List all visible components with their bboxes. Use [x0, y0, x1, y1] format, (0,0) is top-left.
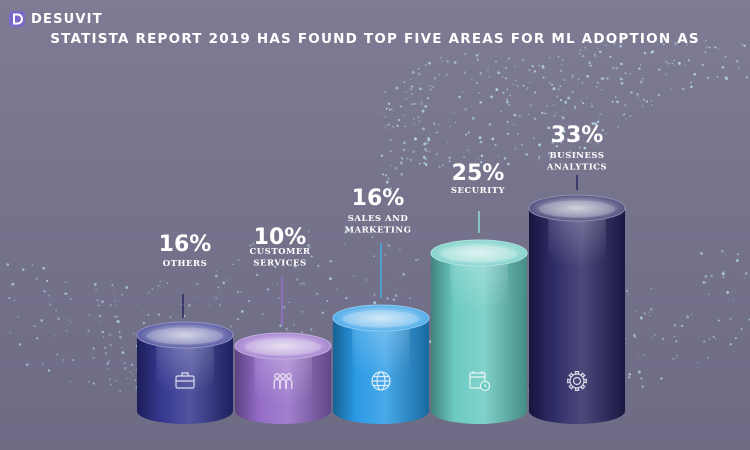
- bar-top-highlight: [244, 338, 322, 356]
- brand-name: DESUVIT: [31, 11, 103, 27]
- bar-3: 16% SALES AND MARKETING: [332, 186, 430, 424]
- bar-5: 33% BUSINESS ANALYTICS: [528, 123, 626, 424]
- category-label: SALES AND MARKETING: [345, 214, 412, 236]
- category-label: SECURITY: [451, 186, 506, 196]
- bar-top: [136, 321, 234, 349]
- bar-top: [430, 239, 528, 267]
- bar-top: [332, 304, 430, 332]
- logo-icon: [9, 11, 25, 27]
- category-label: CUSTOMER SERVICES: [250, 247, 311, 269]
- bar-top-highlight: [538, 200, 616, 218]
- bar-top-highlight: [440, 245, 518, 263]
- bar-top-highlight: [146, 327, 224, 345]
- bar-top: [234, 332, 332, 360]
- calendar-clock-icon: [469, 371, 491, 392]
- globe-icon: [371, 371, 391, 391]
- team-icon: [273, 373, 293, 389]
- brand-logo: DESUVIT: [8, 9, 103, 29]
- bar-top: [528, 194, 626, 222]
- bar-1: 16% OTHERS: [136, 232, 234, 424]
- value-label: 16%: [159, 232, 212, 257]
- value-label: 10%: [254, 225, 307, 250]
- value-label: 16%: [352, 186, 405, 211]
- briefcase-icon: [175, 372, 195, 389]
- bar-top-highlight: [342, 310, 420, 328]
- category-label: BUSINESS ANALYTICS: [546, 151, 607, 173]
- value-label: 25%: [452, 161, 505, 186]
- value-label: 33%: [551, 123, 604, 148]
- category-label: OTHERS: [163, 259, 207, 269]
- chart-title: STATISTA REPORT 2019 HAS FOUND TOP FIVE …: [50, 31, 700, 47]
- bar-4: 25%SECURITY: [430, 161, 528, 424]
- gear-icon: [567, 371, 587, 391]
- bar-2: 10%CUSTOMER SERVICES: [234, 225, 332, 424]
